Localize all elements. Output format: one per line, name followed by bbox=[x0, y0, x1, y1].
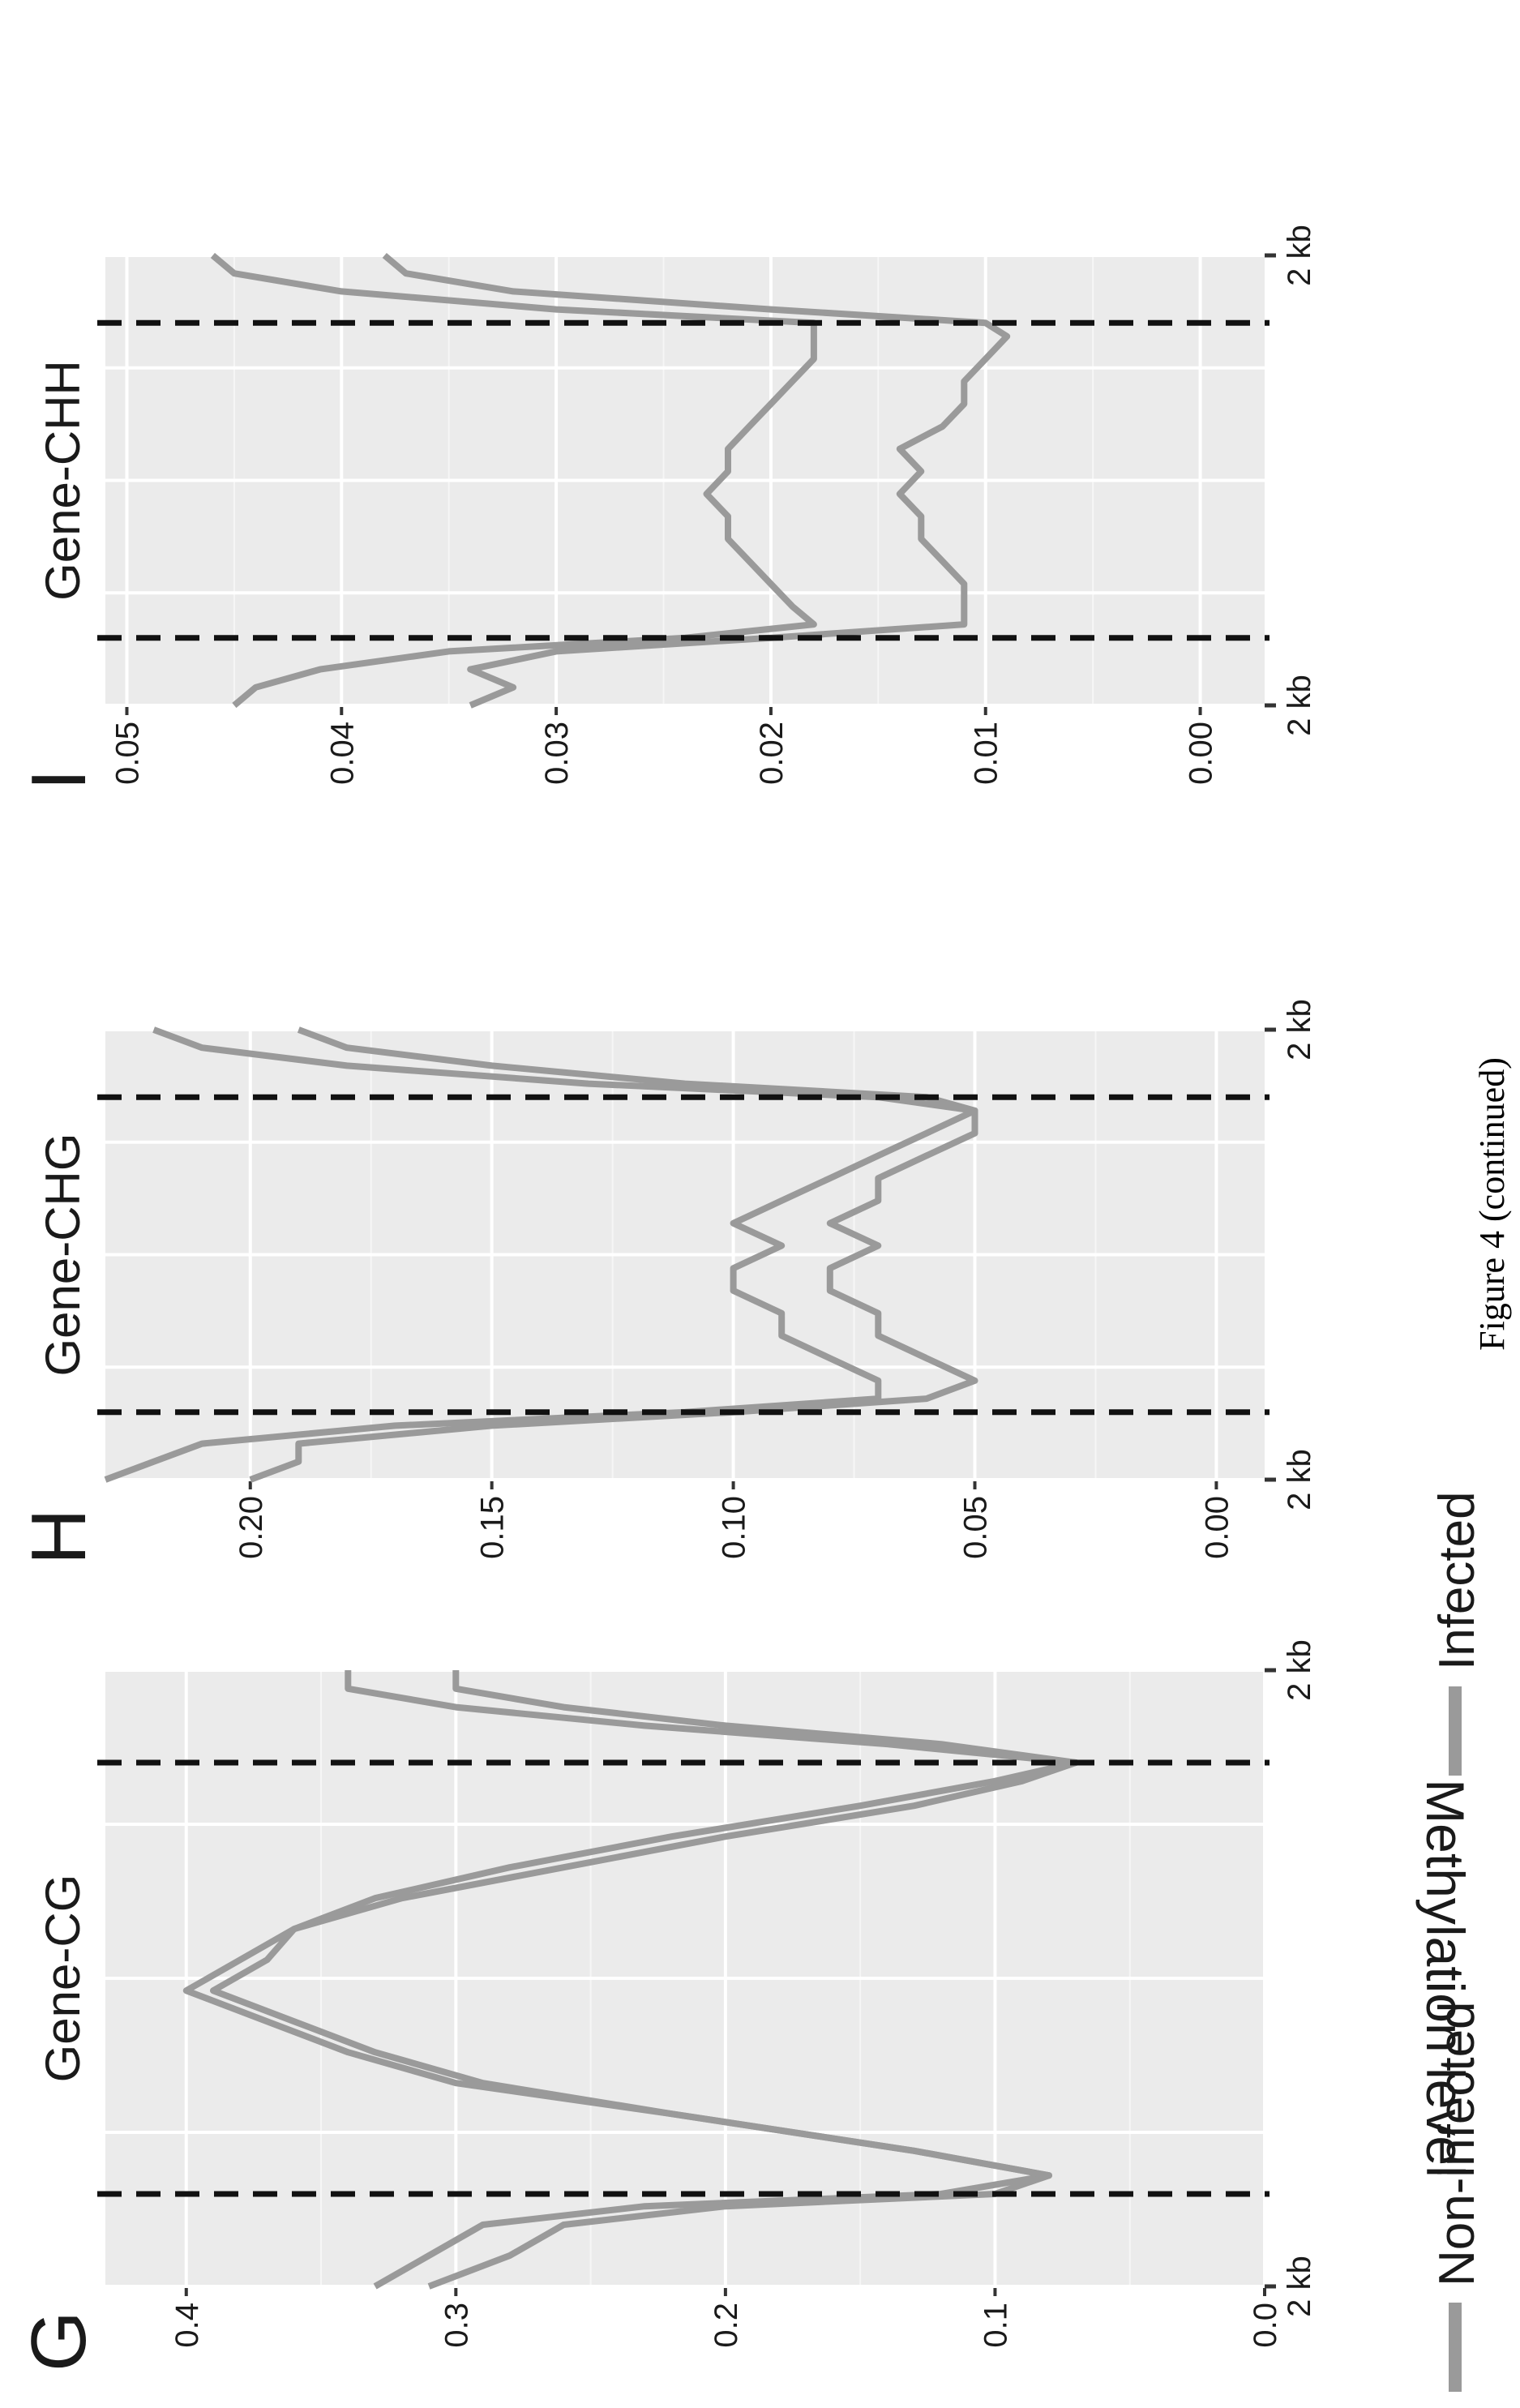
x-tick-label: 2 kb bbox=[1282, 675, 1317, 736]
y-tick-label: 0.04 bbox=[324, 722, 360, 785]
legend-label-infected: Infected bbox=[1429, 1491, 1485, 1670]
y-tick-label: 0.03 bbox=[539, 722, 575, 785]
y-tick-label: 0.05 bbox=[958, 1496, 994, 1559]
y-tick-label: 0.3 bbox=[439, 2303, 474, 2348]
figure-caption: Figure 4 (continued) bbox=[1472, 1057, 1512, 1351]
y-tick-label: 0.02 bbox=[754, 722, 790, 785]
x-tick-label: 2 kb bbox=[1282, 1639, 1317, 1701]
y-tick-label: 0.15 bbox=[475, 1496, 511, 1559]
y-tick-label: 0.05 bbox=[109, 722, 145, 785]
y-tick-label: 0.00 bbox=[1199, 1496, 1235, 1559]
y-tick-label: 0.00 bbox=[1184, 722, 1219, 785]
legend-label-non-infected: Non-infected bbox=[1429, 2001, 1485, 2286]
panel-gene-chh: 0.00 0.01 0.02 0.03 0.04 0.05 2 kb 2 kb I Gene-CH… bbox=[15, 225, 1317, 791]
panel-title: Gene-CG bbox=[36, 1875, 90, 2083]
y-tick-label: 0.0 bbox=[1248, 2303, 1283, 2348]
y-tick-label: 0.2 bbox=[709, 2303, 744, 2348]
x-tick-label: 2 kb bbox=[1282, 999, 1317, 1060]
y-tick-label: 0.01 bbox=[969, 722, 1004, 785]
panel-gene-cg: 0.0 0.1 0.2 0.3 0.4 2 kb 2 kb G Gene-CG bbox=[15, 1639, 1317, 2372]
panel-letter: H bbox=[15, 1509, 102, 1565]
y-axis-label: Methylation level bbox=[1415, 1779, 1475, 2178]
x-tick-label: 2 kb bbox=[1282, 225, 1317, 286]
panel-title: Gene-CHH bbox=[36, 360, 90, 601]
y-tick-label: 0.4 bbox=[169, 2303, 205, 2348]
y-tick-label: 0.20 bbox=[233, 1496, 269, 1559]
y-tick-label: 0.1 bbox=[978, 2303, 1013, 2348]
panel-letter: G bbox=[15, 2311, 102, 2372]
panel-letter: I bbox=[15, 769, 102, 791]
x-tick-label: 2 kb bbox=[1282, 2256, 1317, 2317]
y-tick-label: 0.10 bbox=[717, 1496, 752, 1559]
x-tick-label: 2 kb bbox=[1282, 1449, 1317, 1510]
series-line-infected bbox=[104, 1026, 978, 1483]
panel-title: Gene-CHG bbox=[36, 1133, 90, 1376]
legend: Non-infected Infected bbox=[1429, 1491, 1485, 2392]
panel-gene-chg: 0.00 0.05 0.10 0.15 0.20 2 kb 2 kb H Gene-CHG bbox=[15, 999, 1317, 1565]
